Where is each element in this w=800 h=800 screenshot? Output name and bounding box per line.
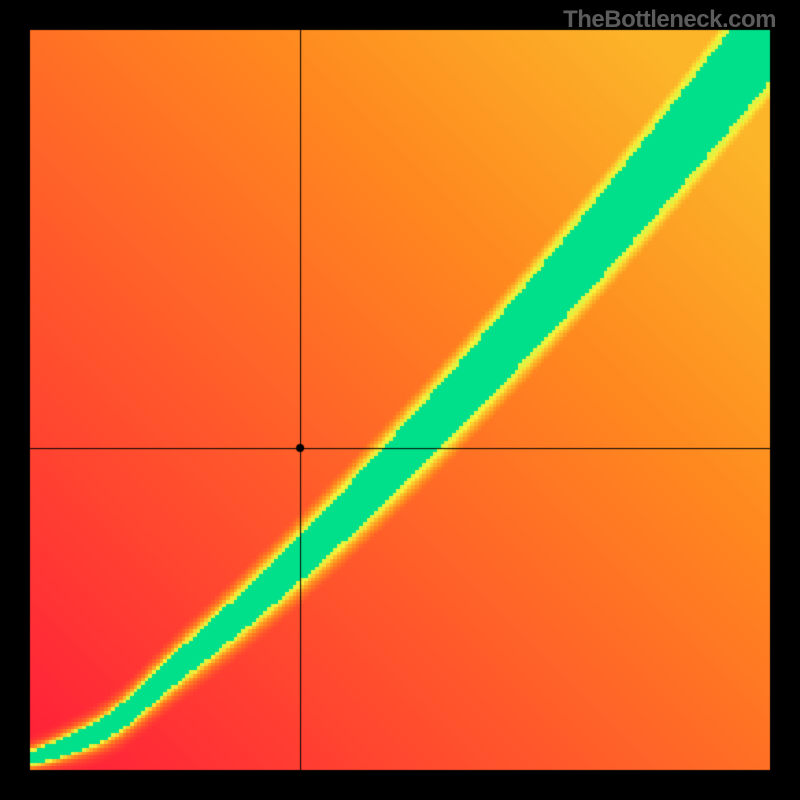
- chart-container: TheBottleneck.com: [0, 0, 800, 800]
- heatmap-canvas: [0, 0, 800, 800]
- watermark-text: TheBottleneck.com: [563, 6, 776, 34]
